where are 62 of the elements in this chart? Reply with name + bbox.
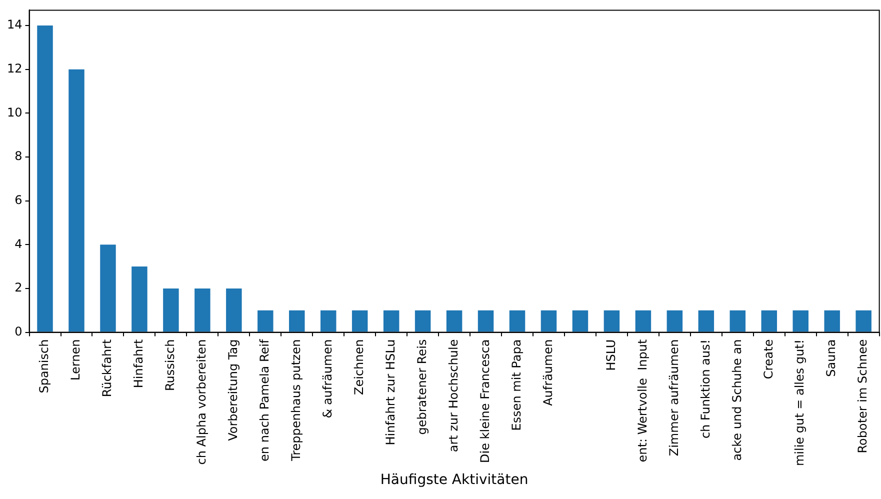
bar	[572, 310, 588, 332]
bar	[352, 310, 368, 332]
x-tick-label: Vorbereitung Tag	[226, 339, 240, 441]
x-tick-label: Aufräumen	[540, 339, 555, 406]
x-tick-label: Roboter im Schnee	[856, 339, 870, 454]
bar	[792, 310, 808, 332]
bar	[258, 310, 274, 332]
y-tick-label: 8	[14, 149, 22, 164]
bar	[194, 288, 210, 332]
bar	[509, 310, 526, 332]
x-tick-label: ch Alpha vorbereiten	[194, 339, 209, 465]
text: Häufigste Aktivitäten	[380, 472, 528, 488]
x-tick-label: Sauna	[824, 339, 838, 377]
y-tick-label: 14	[6, 18, 22, 32]
bar	[414, 310, 431, 332]
x-tick-label: Lernen	[68, 339, 83, 380]
y-tick-label: 10	[6, 105, 22, 120]
x-tick-label: Russisch	[163, 339, 178, 391]
bar	[132, 266, 148, 332]
bar	[604, 310, 620, 332]
bar	[163, 288, 179, 332]
bar	[226, 288, 242, 332]
x-tick-label: Zeichnen	[352, 339, 366, 396]
bar	[761, 310, 777, 332]
bar	[856, 310, 872, 332]
bar	[730, 310, 746, 332]
x-tick-label: en nach Pamela Reif	[258, 338, 272, 462]
x-tick-label: Essen mit Papa	[509, 339, 524, 431]
bar	[635, 310, 652, 332]
x-tick-label: Spanisch	[37, 339, 52, 394]
bar	[289, 310, 305, 332]
x-tick-label: Hinfahrt	[132, 339, 146, 388]
x-tick-label: & aufräumen	[320, 339, 334, 418]
bar	[446, 310, 462, 332]
y-tick-label: 6	[14, 192, 22, 207]
bar	[478, 310, 494, 332]
bar	[37, 26, 53, 332]
bar	[540, 310, 557, 332]
x-tick-label: art zur Hochschule	[446, 339, 460, 452]
bar	[383, 310, 400, 332]
y-tick-label: 2	[14, 280, 22, 295]
bar	[698, 310, 714, 332]
y-tick-label: 4	[14, 236, 22, 251]
x-tick-label: milie gut = alles gut!	[792, 339, 807, 466]
bar	[68, 69, 84, 332]
bar	[824, 310, 840, 332]
x-tick-label: gebratener Reis	[414, 339, 429, 435]
bar	[320, 310, 336, 332]
bar	[666, 310, 683, 332]
x-tick-label: Zimmer aufräumen	[666, 339, 681, 456]
x-tick-label: Hinfahrt zur HSLu	[383, 339, 398, 446]
x-tick-label: ch Funktion aus!	[698, 339, 712, 439]
x-tick-label: Create	[761, 339, 776, 380]
x-tick-label: HSLU	[604, 339, 618, 371]
x-tick-label: Die kleine Francesca	[478, 339, 492, 463]
y-tick-label: 12	[6, 61, 22, 76]
x-tick-label: ent: Wertvolle Input	[635, 339, 650, 462]
bar	[100, 244, 116, 332]
x-tick-label: acke und Schuhe an	[730, 339, 744, 461]
x-tick-label: Treppenhaus putzen	[289, 339, 304, 462]
y-tick-label: 0	[14, 324, 22, 338]
x-tick-label: Rückfahrt	[100, 339, 114, 398]
